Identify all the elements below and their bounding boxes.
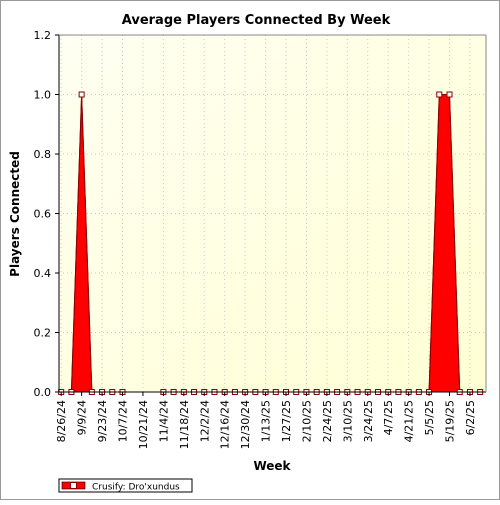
- legend-box: [58, 478, 193, 493]
- plot-area: [59, 35, 486, 392]
- legend-marker-icon: [70, 482, 77, 489]
- y-tick-label: 0.8: [34, 148, 52, 161]
- data-point: [78, 91, 85, 98]
- x-tick-label: 4/7/25: [382, 400, 395, 435]
- x-tick-label: 4/21/25: [403, 400, 416, 442]
- x-tick-label: 3/24/25: [362, 400, 375, 442]
- x-tick-label: 5/5/25: [423, 400, 436, 435]
- x-tick-label: 11/18/24: [178, 400, 191, 449]
- y-axis-ticks: 0.0 0.2 0.4 0.6 0.8 1.0 1.2: [34, 29, 59, 399]
- y-tick-label: 1.2: [34, 29, 52, 42]
- legend-label: Crusify: Dro'xundus: [92, 483, 180, 493]
- x-tick-label: 1/13/25: [260, 400, 273, 442]
- x-tick-label: 9/9/24: [76, 400, 89, 435]
- x-tick-label: 12/2/24: [198, 400, 211, 442]
- x-tick-label: 6/2/25: [464, 400, 477, 435]
- chart-title: Average Players Connected By Week: [122, 13, 391, 28]
- x-tick-label: 2/10/25: [300, 400, 313, 442]
- x-tick-label: 12/16/24: [219, 400, 232, 449]
- y-tick-label: 0.6: [34, 208, 52, 221]
- data-point: [436, 91, 443, 98]
- x-tick-label: 5/19/25: [444, 400, 457, 442]
- y-tick-label: 0.2: [34, 327, 52, 340]
- y-tick-label: 0.4: [34, 267, 52, 280]
- x-axis-label: Week: [253, 459, 291, 473]
- x-tick-label: 9/23/24: [96, 400, 109, 442]
- x-tick-label: 11/4/24: [157, 400, 170, 442]
- x-tick-label: 10/7/24: [117, 400, 130, 442]
- x-tick-label: 12/30/24: [239, 400, 252, 449]
- y-axis-label: Players Connected: [8, 151, 22, 277]
- x-tick-label: 2/24/25: [321, 400, 334, 442]
- x-tick-label: 1/27/25: [280, 400, 293, 442]
- y-tick-label: 0.0: [34, 386, 52, 399]
- x-tick-label: 10/21/24: [137, 400, 150, 449]
- x-tick-label: 3/10/25: [341, 400, 354, 442]
- x-tick-label: 8/26/24: [55, 400, 68, 442]
- x-axis-ticks: 8/26/24 9/9/24 9/23/24 10/7/24 10/21/24 11/4/…: [55, 392, 477, 449]
- y-tick-label: 1.0: [34, 89, 52, 102]
- data-point: [446, 91, 453, 98]
- legend: Crusify: Dro'xundus: [58, 478, 193, 493]
